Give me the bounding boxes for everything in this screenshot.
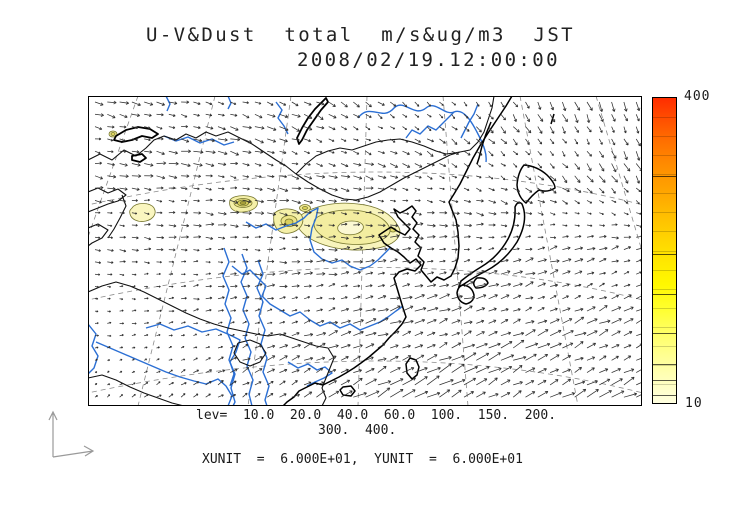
- border-line: [233, 339, 267, 367]
- colorbar-band-divider: [653, 288, 676, 290]
- graticule-line: [88, 96, 139, 239]
- graticule-line: [519, 96, 579, 406]
- border-line: [88, 187, 127, 213]
- colorbar-band-divider: [653, 383, 676, 385]
- colorbar-level-tick: [653, 254, 676, 256]
- coastline: [458, 201, 526, 288]
- dust-contour: [110, 132, 116, 136]
- colorbar-band-divider: [653, 231, 676, 233]
- plot-timestamp: 2008/02/19.12:00:00: [297, 49, 560, 71]
- river: [240, 253, 254, 406]
- dust-contour: [302, 206, 308, 210]
- coastline: [550, 113, 555, 125]
- river: [165, 96, 171, 112]
- unit-vector-arrows-icon: [48, 410, 95, 458]
- border-line: [469, 96, 495, 151]
- colorbar-band-divider: [653, 250, 676, 252]
- colorbar-band-divider: [653, 174, 676, 176]
- colorbar-level-tick: [653, 363, 676, 365]
- graticule-line: [88, 171, 642, 206]
- colorbar-min-label: 10: [685, 396, 703, 411]
- colorbar-level-tick: [653, 176, 676, 178]
- colorbar: [652, 97, 677, 404]
- coastline: [456, 284, 475, 305]
- colorbar-band-divider: [653, 364, 676, 366]
- graticule-line: [88, 267, 642, 301]
- colorbar-band-divider: [653, 136, 676, 138]
- coastline: [516, 164, 556, 204]
- river: [222, 247, 236, 406]
- colorbar-level-tick: [653, 293, 676, 295]
- river: [460, 103, 479, 139]
- unit-scale-label: XUNIT = 6.000E+01, YUNIT = 6.000E+01: [202, 452, 523, 467]
- border-line: [88, 281, 329, 349]
- colorbar-band-divider: [653, 117, 676, 119]
- coastline: [476, 121, 492, 165]
- map-plot: [88, 96, 642, 406]
- river: [163, 135, 235, 146]
- border-line: [321, 347, 335, 406]
- border-line: [107, 194, 127, 239]
- colorbar-band-divider: [653, 326, 676, 328]
- coastline: [282, 96, 513, 406]
- colorbar-band-divider: [653, 269, 676, 271]
- graticule-line: [357, 96, 368, 406]
- river: [145, 323, 241, 387]
- dust-contour: [239, 201, 247, 206]
- border-line: [88, 374, 185, 406]
- colorbar-level-tick: [653, 332, 676, 334]
- river: [405, 111, 455, 139]
- coastline: [405, 357, 420, 380]
- river: [227, 96, 232, 110]
- graticule-line: [442, 96, 469, 406]
- river: [88, 323, 99, 375]
- colorbar-band-divider: [653, 307, 676, 309]
- contour-levels-line1: lev= 10.0 20.0 40.0 60.0 100. 150. 200.: [196, 408, 557, 423]
- contour-levels-line2: 300. 400.: [318, 423, 397, 438]
- lake: [131, 153, 147, 163]
- graticule-line: [88, 360, 642, 394]
- border-line: [295, 138, 461, 175]
- river: [245, 207, 392, 271]
- colorbar-band-divider: [653, 193, 676, 195]
- wind-vectors: [94, 100, 641, 398]
- coastline: [339, 385, 356, 397]
- dust-contour: [129, 203, 156, 222]
- border-line: [88, 223, 109, 247]
- graticule-line: [595, 96, 642, 253]
- colorbar-max-label: 400: [684, 89, 711, 104]
- graticule-line: [247, 96, 292, 406]
- coastline: [473, 277, 489, 289]
- river: [231, 265, 404, 331]
- colorbar-band-divider: [653, 212, 676, 214]
- colorbar-band-divider: [653, 345, 676, 347]
- colorbar-level-tick: [653, 379, 676, 381]
- river: [95, 341, 233, 406]
- colorbar-level-tick: [653, 395, 676, 397]
- dust-contour: [337, 220, 364, 236]
- lake: [113, 126, 159, 143]
- river: [287, 361, 333, 387]
- colorbar-band-divider: [653, 155, 676, 157]
- lake: [296, 97, 329, 145]
- map-frame: [88, 96, 642, 406]
- plot-title: U-V&Dust total m/s&ug/m3 JST: [146, 24, 576, 46]
- border-line: [295, 149, 471, 201]
